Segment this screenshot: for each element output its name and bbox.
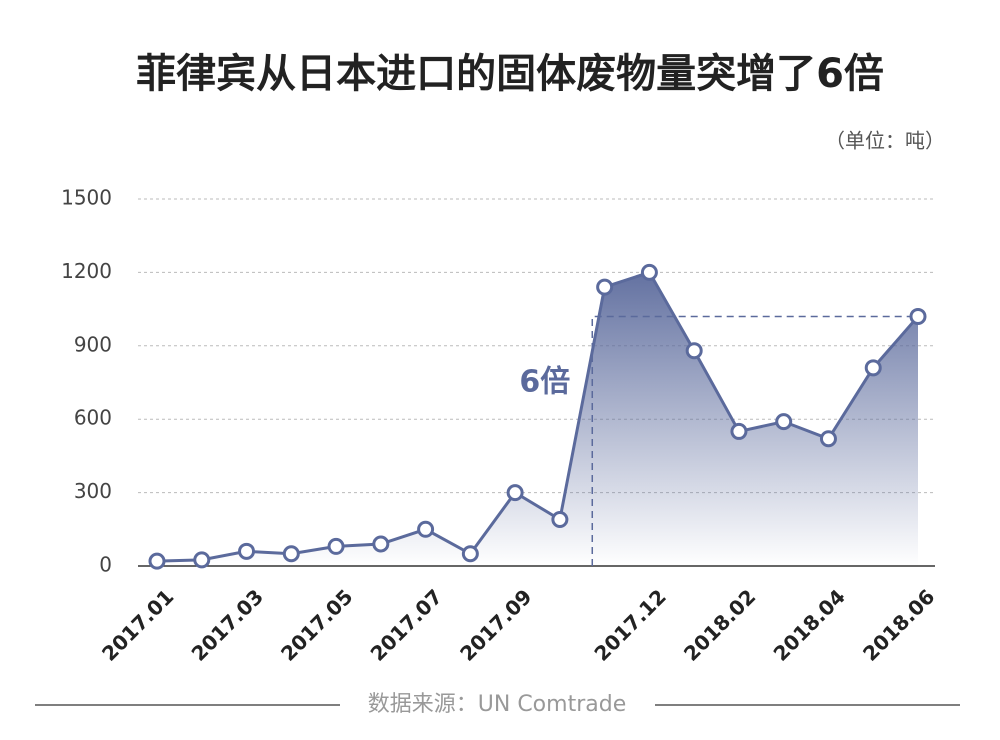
y-tick-label: 600 <box>74 406 112 430</box>
x-tick-label: 2017.12 <box>589 584 670 665</box>
x-tick-label: 2018.02 <box>679 584 760 665</box>
area <box>157 272 918 566</box>
source: 数据来源：UN Comtrade <box>368 692 626 717</box>
marker <box>551 511 569 529</box>
x-tick-label: 2017.05 <box>276 584 357 665</box>
y-tick-label: 1200 <box>61 259 112 283</box>
annotation: 6倍 <box>519 365 570 400</box>
marker <box>327 537 345 555</box>
marker <box>148 552 166 570</box>
marker <box>775 413 793 431</box>
marker <box>640 263 658 281</box>
chart-title: 菲律宾从日本进口的固体废物量突增了6倍 <box>136 51 884 97</box>
x-tick-label: 2017.09 <box>455 584 536 665</box>
marker <box>596 278 614 296</box>
marker <box>909 307 927 325</box>
marker <box>193 551 211 569</box>
marker <box>238 542 256 560</box>
x-tick-label: 2017.01 <box>97 584 178 665</box>
marker <box>417 520 435 538</box>
y-tick-label: 900 <box>74 332 112 356</box>
marker <box>506 484 524 502</box>
x-tick-label: 2017.07 <box>366 584 447 665</box>
x-tick-label: 2018.04 <box>769 584 850 665</box>
marker <box>372 535 390 553</box>
y-tick-label: 300 <box>74 479 112 503</box>
y-tick-label: 1500 <box>61 186 112 210</box>
x-tick-label: 2017.03 <box>187 584 268 665</box>
marker <box>685 342 703 360</box>
marker <box>864 359 882 377</box>
marker <box>282 545 300 563</box>
marker <box>461 545 479 563</box>
marker <box>730 422 748 440</box>
marker <box>819 430 837 448</box>
unit-label: （单位：吨） <box>825 129 945 153</box>
x-tick-label: 2018.06 <box>858 584 939 665</box>
y-tick-label: 0 <box>99 553 112 577</box>
